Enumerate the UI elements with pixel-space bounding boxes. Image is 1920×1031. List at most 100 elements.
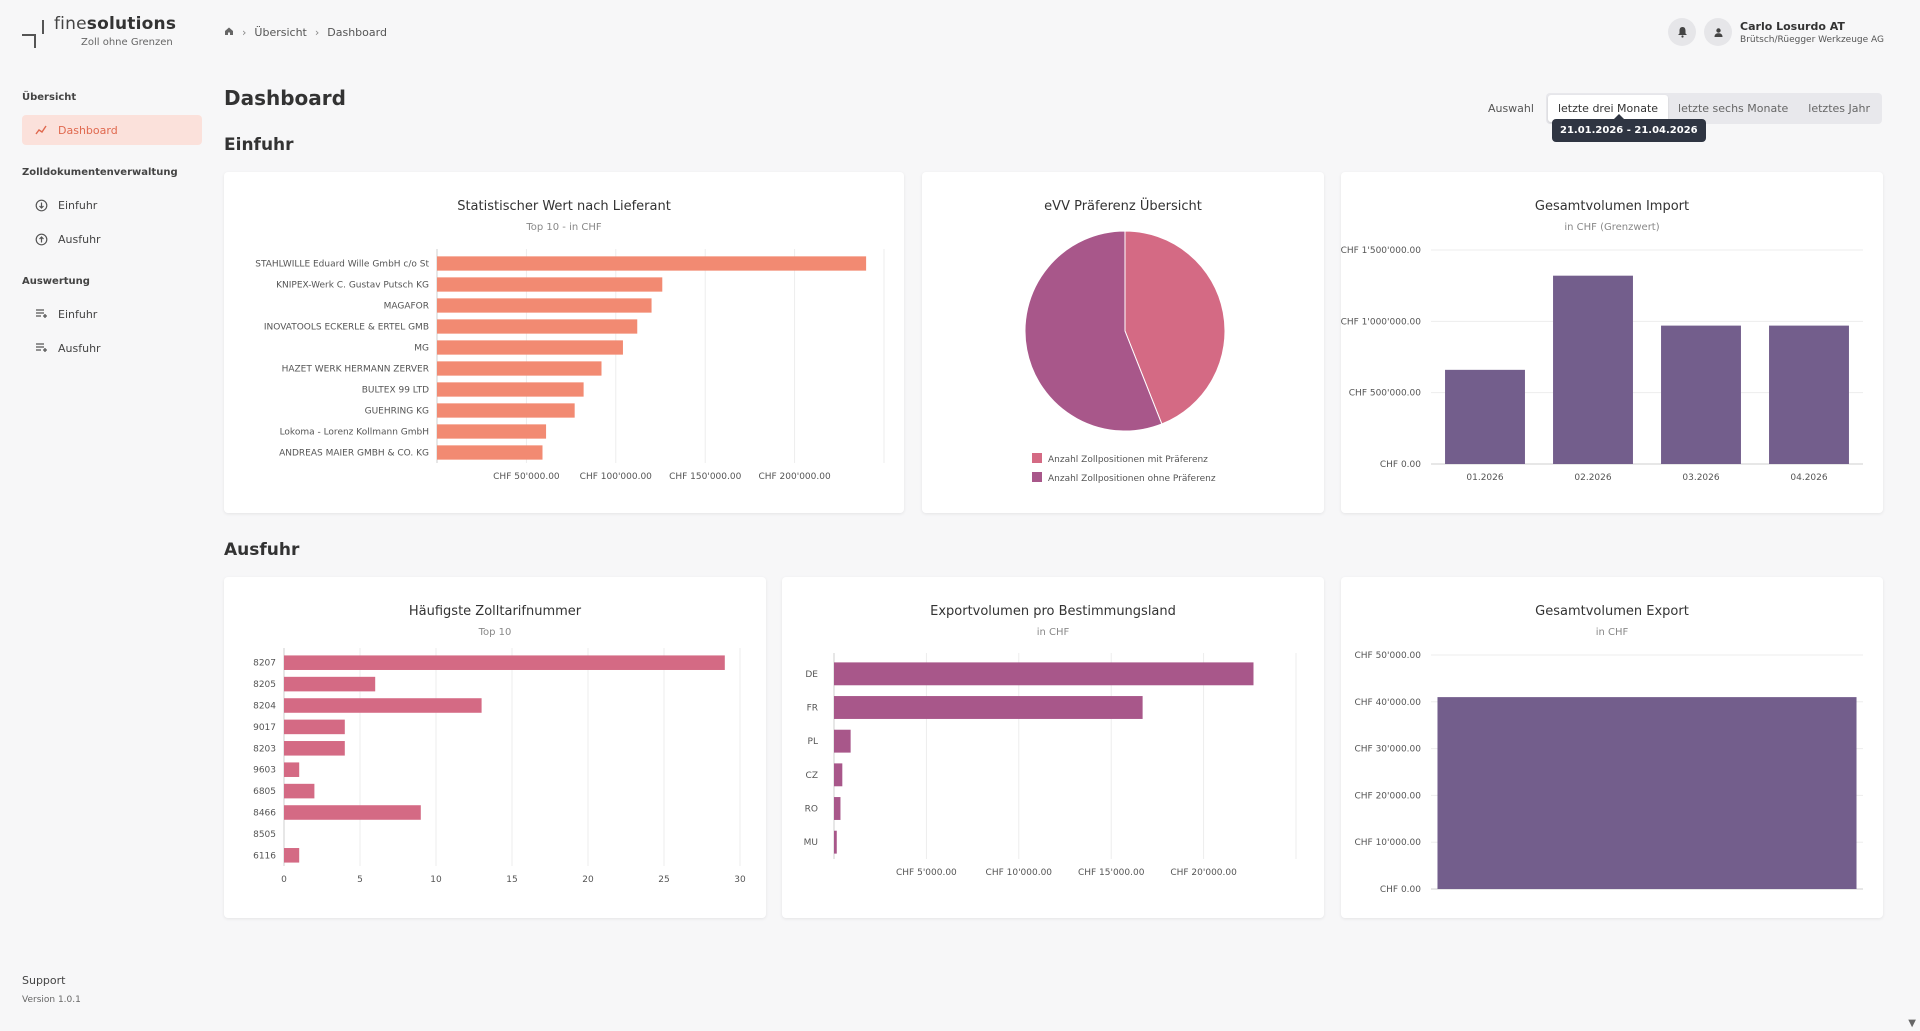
pie-slice bbox=[1124, 230, 1226, 425]
sidebar-item-dashboard[interactable]: Dashboard bbox=[22, 115, 202, 145]
tick-label: CHF 50'000.00 bbox=[1354, 651, 1421, 661]
bar bbox=[437, 424, 547, 439]
logo[interactable]: finesolutions Zoll ohne Grenzen bbox=[20, 14, 210, 56]
category-label: MAGAFOR bbox=[384, 302, 429, 312]
range-option-last-year[interactable]: letztes Jahr bbox=[1808, 102, 1870, 115]
range-option-three-months[interactable]: letzte drei Monate bbox=[1547, 95, 1669, 122]
bar bbox=[437, 403, 575, 418]
tick-label: CHF 20'000.00 bbox=[1170, 868, 1237, 878]
chart-title: eVV Präferenz Übersicht bbox=[1044, 199, 1202, 214]
category-label: 03.2026 bbox=[1682, 473, 1719, 483]
home-icon[interactable] bbox=[224, 26, 234, 39]
tick-label: 0 bbox=[281, 875, 287, 885]
tick-label: CHF 15'000.00 bbox=[1078, 868, 1145, 878]
scroll-down-icon[interactable]: ▼ bbox=[1908, 1018, 1916, 1029]
chart-title: Statistischer Wert nach Lieferant bbox=[457, 199, 671, 214]
bar bbox=[834, 729, 851, 753]
user-avatar-icon[interactable] bbox=[1704, 18, 1733, 46]
support-link[interactable]: Support bbox=[22, 974, 66, 987]
chart-card-supplier: Statistischer Wert nach Lieferant Top 10… bbox=[224, 172, 904, 513]
chart-card-preference: eVV Präferenz Übersicht Anzahl Zollposit… bbox=[922, 172, 1324, 513]
tick-label: CHF 40'000.00 bbox=[1354, 698, 1421, 708]
chevron-right-icon: › bbox=[242, 26, 247, 39]
category-label: 6116 bbox=[253, 851, 276, 861]
category-label: RO bbox=[805, 805, 818, 815]
sidebar-item-documents-import[interactable]: Einfuhr bbox=[22, 190, 202, 220]
notification-bell-icon[interactable] bbox=[1668, 18, 1697, 46]
tariff-bar-chart: 8207 8205 8204 9017 8203 9603 6805 8466 8505 6116… bbox=[253, 648, 746, 885]
bar bbox=[437, 256, 867, 271]
supplier-bar-chart: STAHLWILLE Eduard Wille GmbH c/o St KNIPE… bbox=[255, 249, 885, 482]
version-text: Version 1.0.1 bbox=[22, 995, 81, 1005]
logo-name: finesolutions bbox=[54, 14, 177, 34]
category-label: FR bbox=[807, 704, 818, 714]
range-label: Auswahl bbox=[1487, 102, 1534, 115]
tick-label: CHF 150'000.00 bbox=[669, 472, 742, 482]
bar bbox=[437, 277, 663, 292]
tick-label: CHF 0.00 bbox=[1380, 460, 1421, 470]
page-title: Dashboard bbox=[224, 86, 346, 110]
sidebar-item-evaluation-export[interactable]: Ausfuhr bbox=[22, 333, 202, 363]
category-label: 02.2026 bbox=[1574, 473, 1611, 483]
sidebar-item-evaluation-import[interactable]: Einfuhr bbox=[22, 299, 202, 329]
sidebar-item-label: Einfuhr bbox=[58, 198, 98, 212]
bar bbox=[834, 696, 1143, 719]
tick-label: CHF 5'000.00 bbox=[896, 868, 957, 878]
category-label: 8505 bbox=[253, 830, 276, 840]
range-segmented-control: letzte drei Monate letzte sechs Monate l… bbox=[1545, 93, 1882, 124]
bar bbox=[284, 741, 345, 756]
category-label: 8466 bbox=[253, 809, 276, 819]
bar bbox=[284, 762, 300, 777]
chart-card-tariff: Häufigste Zolltarifnummer Top 10 8207 820… bbox=[224, 577, 766, 918]
bar bbox=[1437, 697, 1857, 889]
bar bbox=[284, 848, 300, 863]
chart-subtitle: Top 10 - in CHF bbox=[526, 222, 602, 233]
range-option-six-months[interactable]: letzte sechs Monate bbox=[1678, 102, 1789, 115]
category-label: DE bbox=[805, 670, 818, 680]
sidebar-item-label: Ausfuhr bbox=[58, 341, 101, 355]
tick-label: CHF 100'000.00 bbox=[580, 472, 653, 482]
section-title-import: Einfuhr bbox=[224, 135, 294, 155]
tick-label: 5 bbox=[357, 875, 363, 885]
sidebar-item-label: Einfuhr bbox=[58, 307, 98, 321]
logo-mark-icon bbox=[20, 18, 48, 48]
chart-title: Häufigste Zolltarifnummer bbox=[408, 604, 582, 619]
category-label: 01.2026 bbox=[1466, 473, 1503, 483]
bar bbox=[437, 340, 623, 355]
breadcrumb-overview[interactable]: Übersicht bbox=[254, 26, 307, 39]
chevron-right-icon: › bbox=[314, 26, 320, 39]
category-label: PL bbox=[808, 737, 818, 747]
user-name: Carlo Losurdo AT bbox=[1740, 19, 1845, 33]
download-cloud-icon bbox=[34, 198, 48, 212]
bar bbox=[437, 382, 584, 397]
list-filter-icon bbox=[34, 341, 48, 355]
bar bbox=[1769, 325, 1849, 464]
user-info[interactable]: Carlo Losurdo AT Brütsch/Rüegger Werkzeu… bbox=[1740, 20, 1884, 45]
tick-label: 30 bbox=[734, 875, 746, 885]
chart-subtitle: in CHF bbox=[1036, 627, 1070, 638]
category-label: Lokoma - Lorenz Kollmann GmbH bbox=[280, 428, 429, 438]
list-filter-icon bbox=[34, 307, 48, 321]
user-company: Brütsch/Rüegger Werkzeuge AG bbox=[1740, 34, 1884, 45]
sidebar-item-documents-export[interactable]: Ausfuhr bbox=[22, 224, 202, 254]
tick-label: 10 bbox=[430, 875, 442, 885]
legend-label: Anzahl Zollpositionen mit Präferenz bbox=[1048, 455, 1208, 465]
category-label: MG bbox=[414, 344, 429, 354]
category-label: 8207 bbox=[253, 659, 276, 669]
preference-pie-chart: Anzahl Zollpositionen mit Präferenz Anzah… bbox=[1024, 230, 1226, 484]
category-label: INOVATOOLS ECKERLE & ERTEL GMB bbox=[264, 323, 429, 333]
category-label: 8205 bbox=[253, 680, 276, 690]
category-label: STAHLWILLE Eduard Wille GmbH c/o St bbox=[255, 260, 429, 270]
tick-label: CHF 1'000'000.00 bbox=[1341, 317, 1421, 327]
bar bbox=[284, 805, 421, 820]
category-label: CZ bbox=[806, 771, 818, 781]
category-label: 6805 bbox=[253, 787, 276, 797]
category-label: BULTEX 99 LTD bbox=[362, 386, 429, 396]
legend-label: Anzahl Zollpositionen ohne Präferenz bbox=[1048, 474, 1216, 484]
bar bbox=[1553, 275, 1633, 464]
chart-card-export-country: Exportvolumen pro Bestimmungsland in CHF… bbox=[782, 577, 1324, 918]
chart-subtitle: in CHF bbox=[1595, 627, 1629, 638]
tick-label: CHF 10'000.00 bbox=[986, 868, 1053, 878]
bar bbox=[284, 719, 345, 735]
chart-subtitle: Top 10 bbox=[478, 627, 512, 638]
